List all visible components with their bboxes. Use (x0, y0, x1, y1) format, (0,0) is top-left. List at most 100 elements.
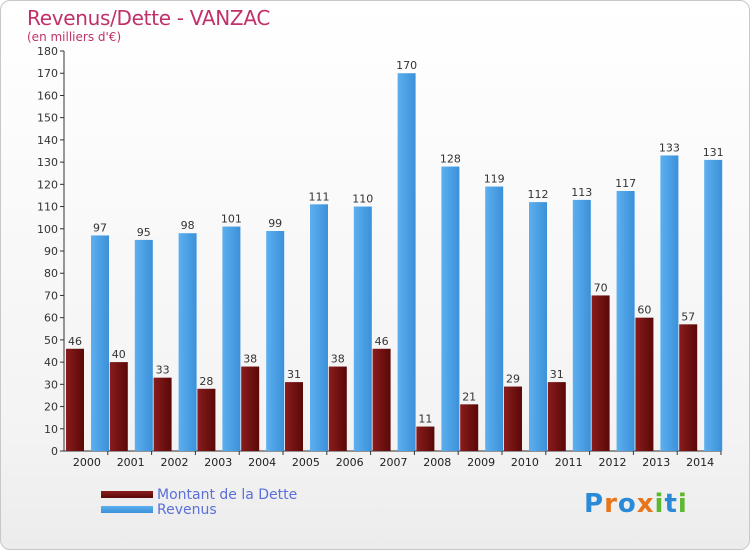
logo-letter: x (636, 489, 655, 519)
data-label-revenus: 113 (571, 186, 592, 199)
legend-item-revenus: Revenus (101, 501, 297, 518)
bar-dette (504, 386, 522, 451)
data-label-revenus: 110 (352, 193, 373, 206)
bar-revenus (310, 204, 328, 451)
data-label-revenus: 111 (309, 190, 330, 203)
x-tick-label: 2013 (642, 456, 670, 469)
data-label-dette: 31 (287, 368, 301, 381)
bar-dette (197, 388, 216, 451)
legend-label-dette: Montant de la Dette (157, 486, 298, 503)
logo-letter: o (617, 489, 637, 519)
x-tick-label: 2012 (599, 456, 627, 469)
bar-revenus (441, 166, 460, 452)
data-label-dette: 31 (550, 368, 564, 381)
bar-dette (460, 404, 479, 451)
y-tick-label: 150 (37, 112, 58, 125)
labels-layer: 2000 46 97 2001 40 95 2002 33 98 2003 28 101 2004 38 9… (68, 59, 724, 469)
data-label-revenus: 98 (181, 219, 195, 232)
y-tick-label: 80 (44, 267, 58, 280)
data-label-dette: 46 (375, 335, 389, 348)
y-tick-label: 180 (37, 45, 58, 58)
bar-dette (372, 348, 391, 451)
y-tick-label: 60 (44, 312, 58, 325)
x-tick-label: 2000 (73, 456, 101, 469)
bar-dette (679, 324, 698, 451)
data-label-revenus: 170 (396, 59, 417, 72)
logo-letter: i (654, 489, 665, 519)
data-label-revenus: 95 (137, 226, 151, 239)
x-tick-label: 2009 (467, 456, 495, 469)
bar-dette (547, 382, 566, 451)
data-label-revenus: 97 (93, 221, 107, 234)
x-tick-label: 2014 (686, 456, 714, 469)
legend-item-dette: Montant de la Dette (101, 486, 298, 503)
y-tick-label: 90 (44, 245, 58, 258)
legend: Montant de la Dette Revenus (101, 486, 298, 518)
y-tick-label: 50 (44, 334, 58, 347)
legend-swatch-revenus (101, 506, 153, 513)
bar-revenus (397, 73, 416, 451)
bar-dette (416, 426, 435, 451)
bar-revenus (529, 202, 547, 451)
y-tick-label: 10 (44, 423, 58, 436)
bar-revenus (266, 231, 285, 451)
axis-layer: 0 10 20 30 40 50 60 70 80 90 100 110 120 130 140 150 160… (37, 45, 722, 458)
bar-revenus (660, 155, 679, 451)
chart-title: Revenus/Dette - VANZAC (27, 6, 271, 30)
y-tick-label: 120 (37, 178, 58, 191)
data-label-dette: 29 (506, 373, 520, 386)
data-label-revenus: 133 (659, 141, 680, 154)
bar-dette (591, 295, 610, 451)
data-label-dette: 33 (156, 364, 170, 377)
data-label-revenus: 101 (221, 213, 242, 226)
bar-revenus (353, 206, 372, 451)
data-label-revenus: 131 (703, 146, 724, 159)
y-tick-label: 140 (37, 134, 58, 147)
logo-letter: t (664, 489, 678, 519)
bar-revenus (134, 239, 153, 451)
y-tick-label: 0 (51, 445, 58, 458)
y-tick-label: 130 (37, 156, 58, 169)
bar-revenus (178, 233, 197, 451)
x-tick-label: 2008 (423, 456, 451, 469)
bar-revenus (704, 159, 723, 451)
x-tick-label: 2011 (555, 456, 583, 469)
y-tick-label: 30 (44, 378, 58, 391)
data-label-dette: 38 (331, 353, 345, 366)
y-tick-label: 160 (37, 89, 58, 102)
y-tick-label: 40 (44, 356, 58, 369)
bar-revenus (91, 235, 109, 451)
data-label-revenus: 128 (440, 153, 461, 166)
legend-label-revenus: Revenus (157, 501, 217, 518)
x-tick-label: 2004 (248, 456, 276, 469)
data-label-revenus: 112 (528, 188, 549, 201)
legend-swatch-dette (101, 491, 153, 498)
x-tick-label: 2006 (336, 456, 364, 469)
data-label-dette: 57 (681, 310, 695, 323)
data-label-dette: 21 (462, 390, 476, 403)
data-label-revenus: 117 (615, 177, 636, 190)
bar-dette (241, 366, 260, 451)
bar-dette (153, 377, 172, 451)
bar-dette (109, 362, 128, 451)
bar-dette (328, 366, 347, 451)
x-tick-label: 2001 (117, 456, 145, 469)
y-tick-label: 100 (37, 223, 58, 236)
x-tick-label: 2002 (161, 456, 189, 469)
data-label-revenus: 119 (484, 173, 505, 186)
bar-revenus (485, 186, 504, 452)
data-label-revenus: 99 (268, 217, 282, 230)
bar-revenus (616, 191, 635, 451)
logo-letter: r (604, 489, 618, 519)
y-tick-label: 170 (37, 67, 58, 80)
y-tick-label: 110 (37, 201, 58, 214)
x-tick-label: 2010 (511, 456, 539, 469)
bar-dette (285, 382, 303, 451)
data-label-dette: 28 (199, 375, 213, 388)
x-tick-label: 2003 (204, 456, 232, 469)
bar-revenus (222, 226, 241, 451)
bar-revenus (572, 199, 591, 451)
logo-letter: P (584, 489, 605, 519)
